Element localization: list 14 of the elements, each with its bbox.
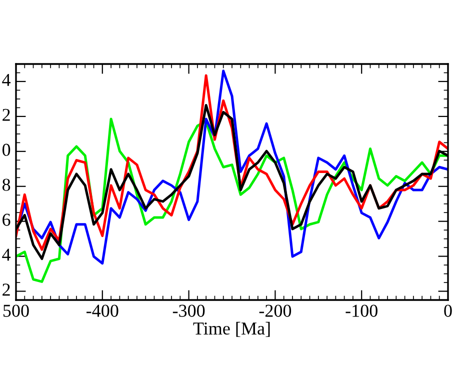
text: 2 (2, 108, 10, 121)
x-axis-title: Time [Ma] (193, 322, 270, 337)
text: 4 (2, 74, 11, 86)
text: 6 (2, 214, 10, 226)
text: 4 (2, 248, 11, 261)
x-tick-label: -300 (172, 304, 205, 317)
x-tick-label: -100 (346, 304, 378, 317)
x-tick-label: -400 (86, 304, 118, 317)
x-tick-label: 500 (4, 304, 29, 317)
x-tick-label: 0 (444, 304, 452, 317)
x-tick-label: -200 (259, 304, 292, 317)
text: 2 (2, 284, 10, 296)
text: 8 (2, 178, 10, 191)
text: 0 (2, 144, 10, 156)
